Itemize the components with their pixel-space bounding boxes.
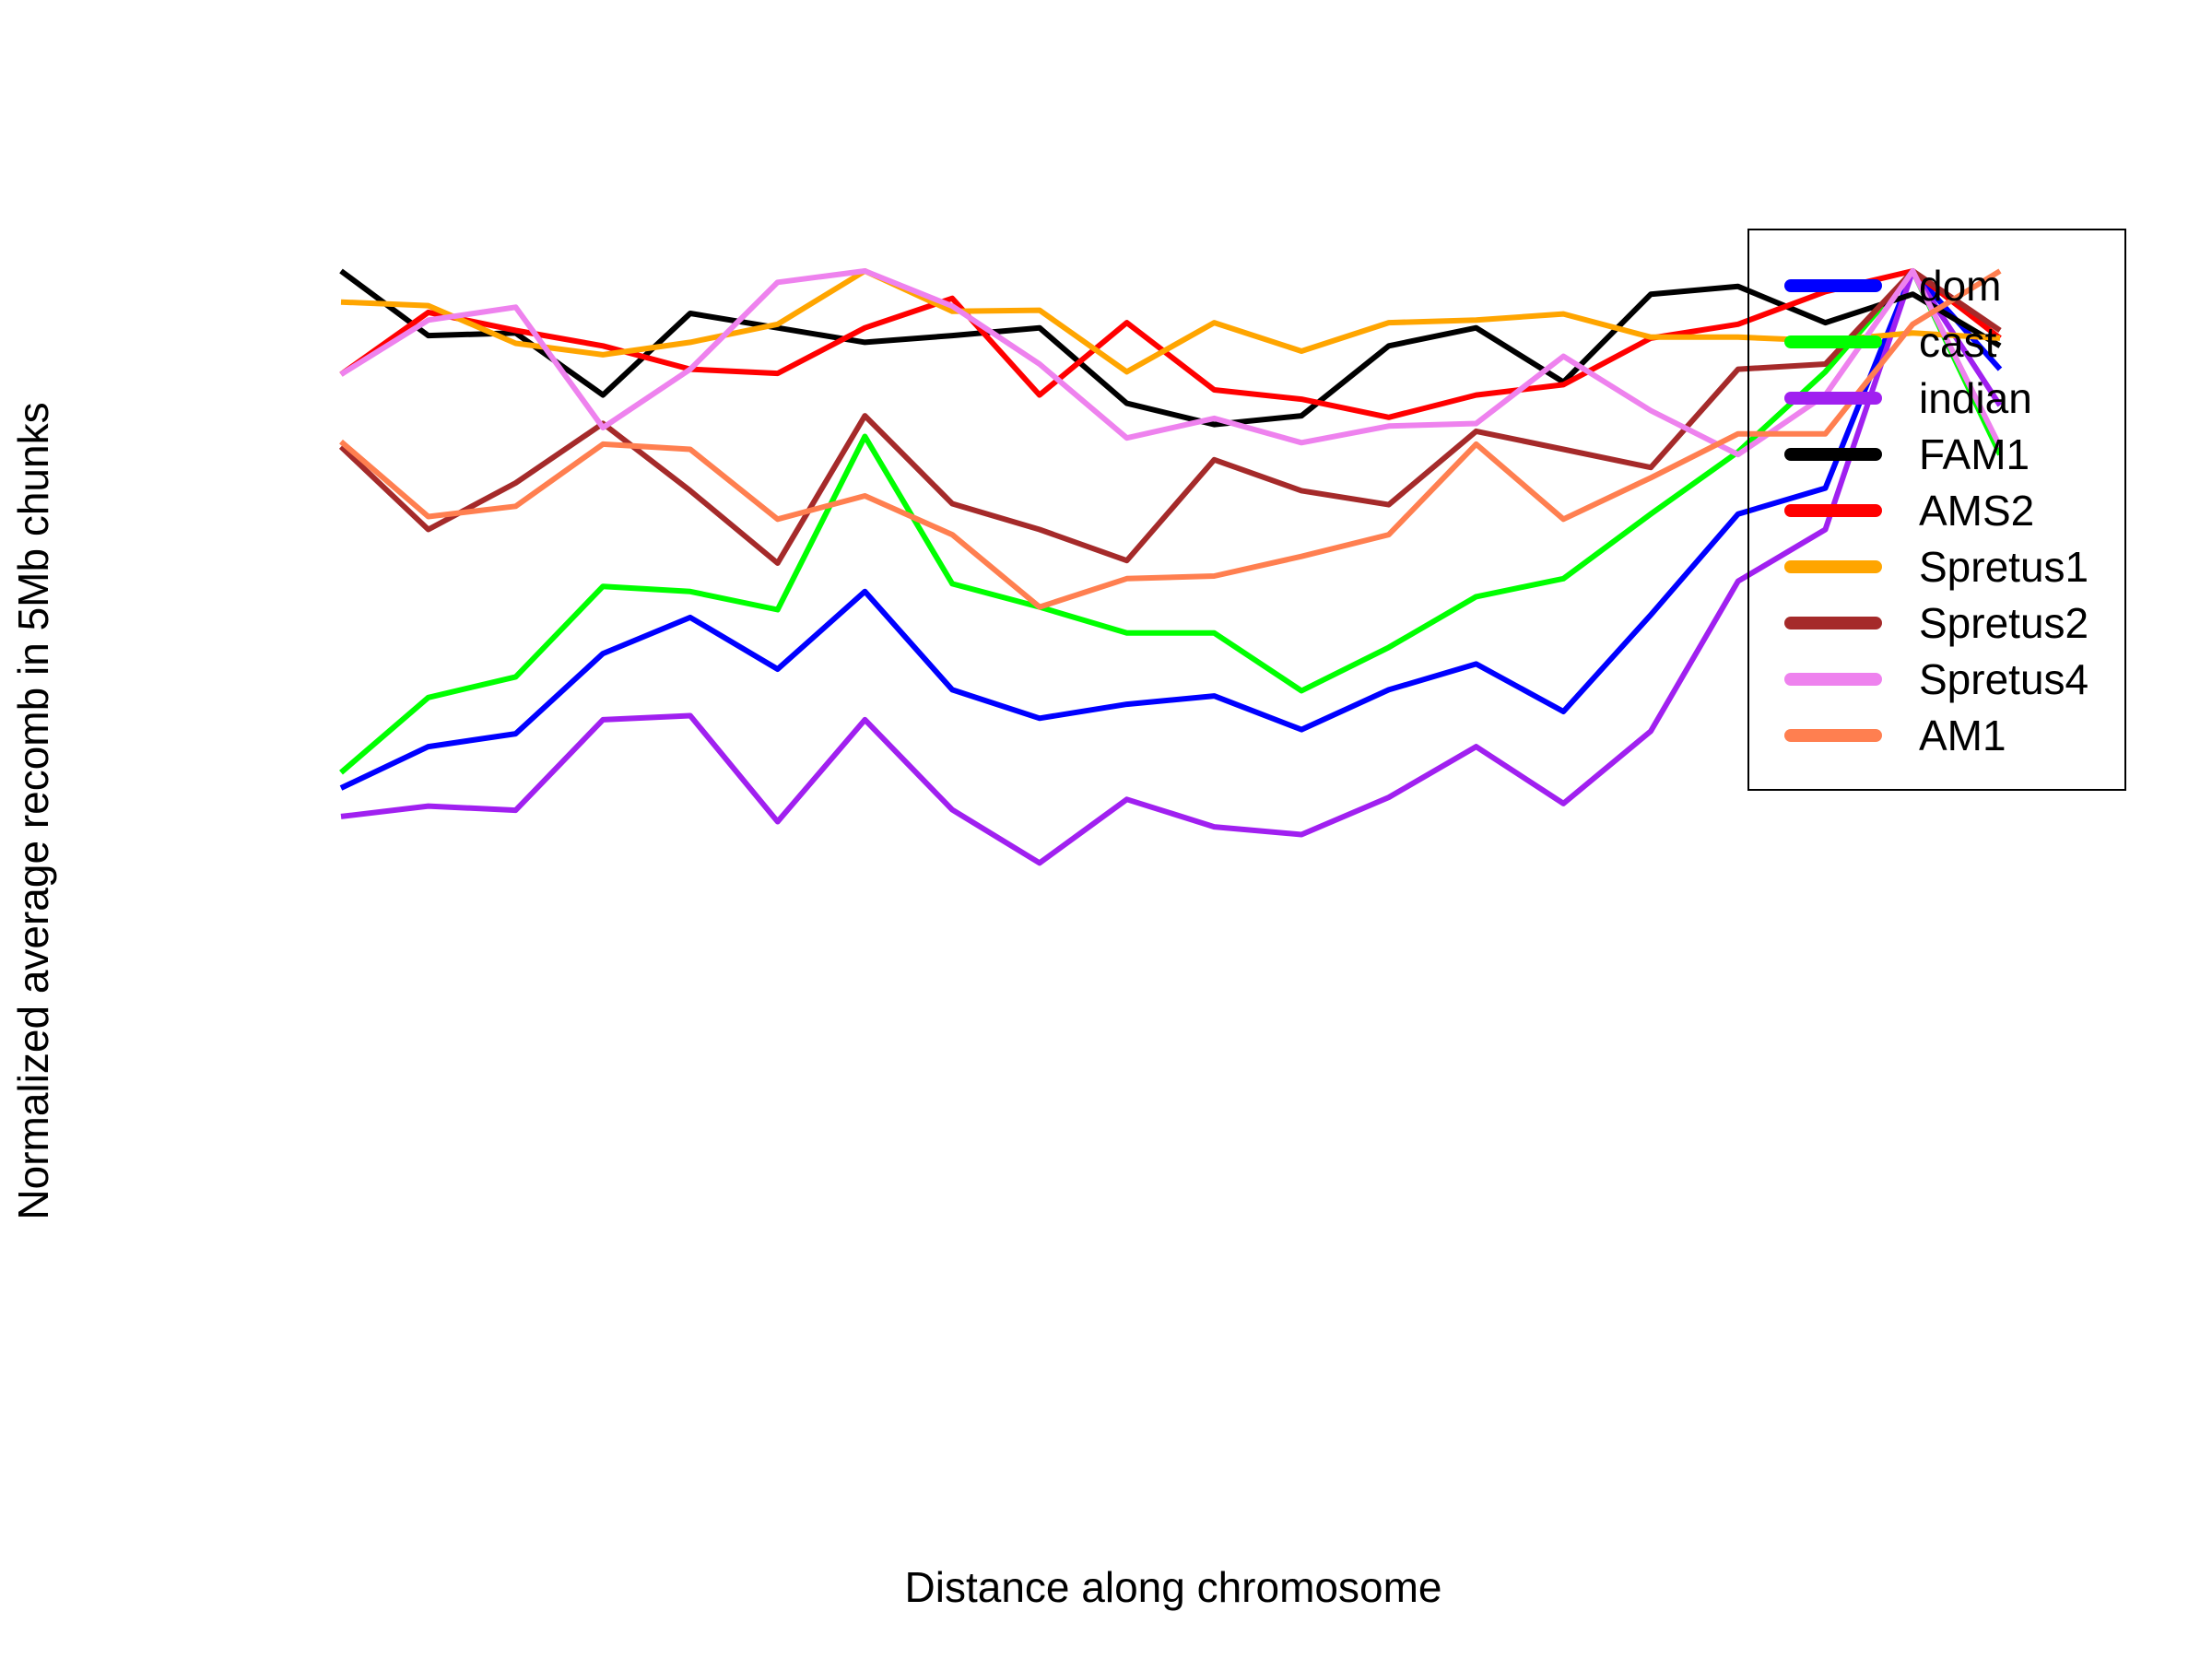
legend-label-spretus1: Spretus1 (1919, 543, 2088, 591)
series-line-spretus1 (340, 268, 2001, 375)
legend-label-am1: AM1 (1919, 712, 2006, 759)
legend-label-cast: cast (1919, 318, 1997, 366)
series-line-dom (339, 268, 2003, 791)
legend-label-dom: dom (1919, 262, 2001, 310)
legend-label-ams2: AMS2 (1919, 487, 2034, 535)
series-line-indian (340, 268, 2003, 866)
legend-label-indian: indian (1919, 374, 2032, 422)
series-layer (338, 268, 2003, 866)
legend-label-spretus4: Spretus4 (1919, 655, 2088, 703)
series-line-ams2 (339, 268, 2002, 420)
series-line-cast (339, 268, 2003, 775)
y-axis-label: Normalized average recomb in 5Mb chunks (9, 402, 57, 1219)
series-line-spretus2 (338, 268, 2002, 566)
series-line-fam1 (339, 268, 2002, 428)
series-line-spretus4 (339, 268, 2003, 458)
legend: dom cast indian FAM1 AMS2 Spretus1 Spretus2 Spr… (1747, 229, 2126, 791)
legend-box (1747, 229, 2126, 791)
legend-label-spretus2: Spretus2 (1919, 599, 2088, 647)
x-axis-label: Distance along chromosome (905, 1563, 1442, 1611)
series-line-am1 (339, 268, 2002, 610)
legend-label-fam1: FAM1 (1919, 430, 2030, 478)
